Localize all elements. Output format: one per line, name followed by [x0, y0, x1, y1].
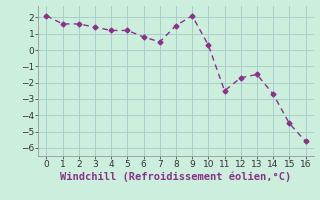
X-axis label: Windchill (Refroidissement éolien,°C): Windchill (Refroidissement éolien,°C)	[60, 172, 292, 182]
